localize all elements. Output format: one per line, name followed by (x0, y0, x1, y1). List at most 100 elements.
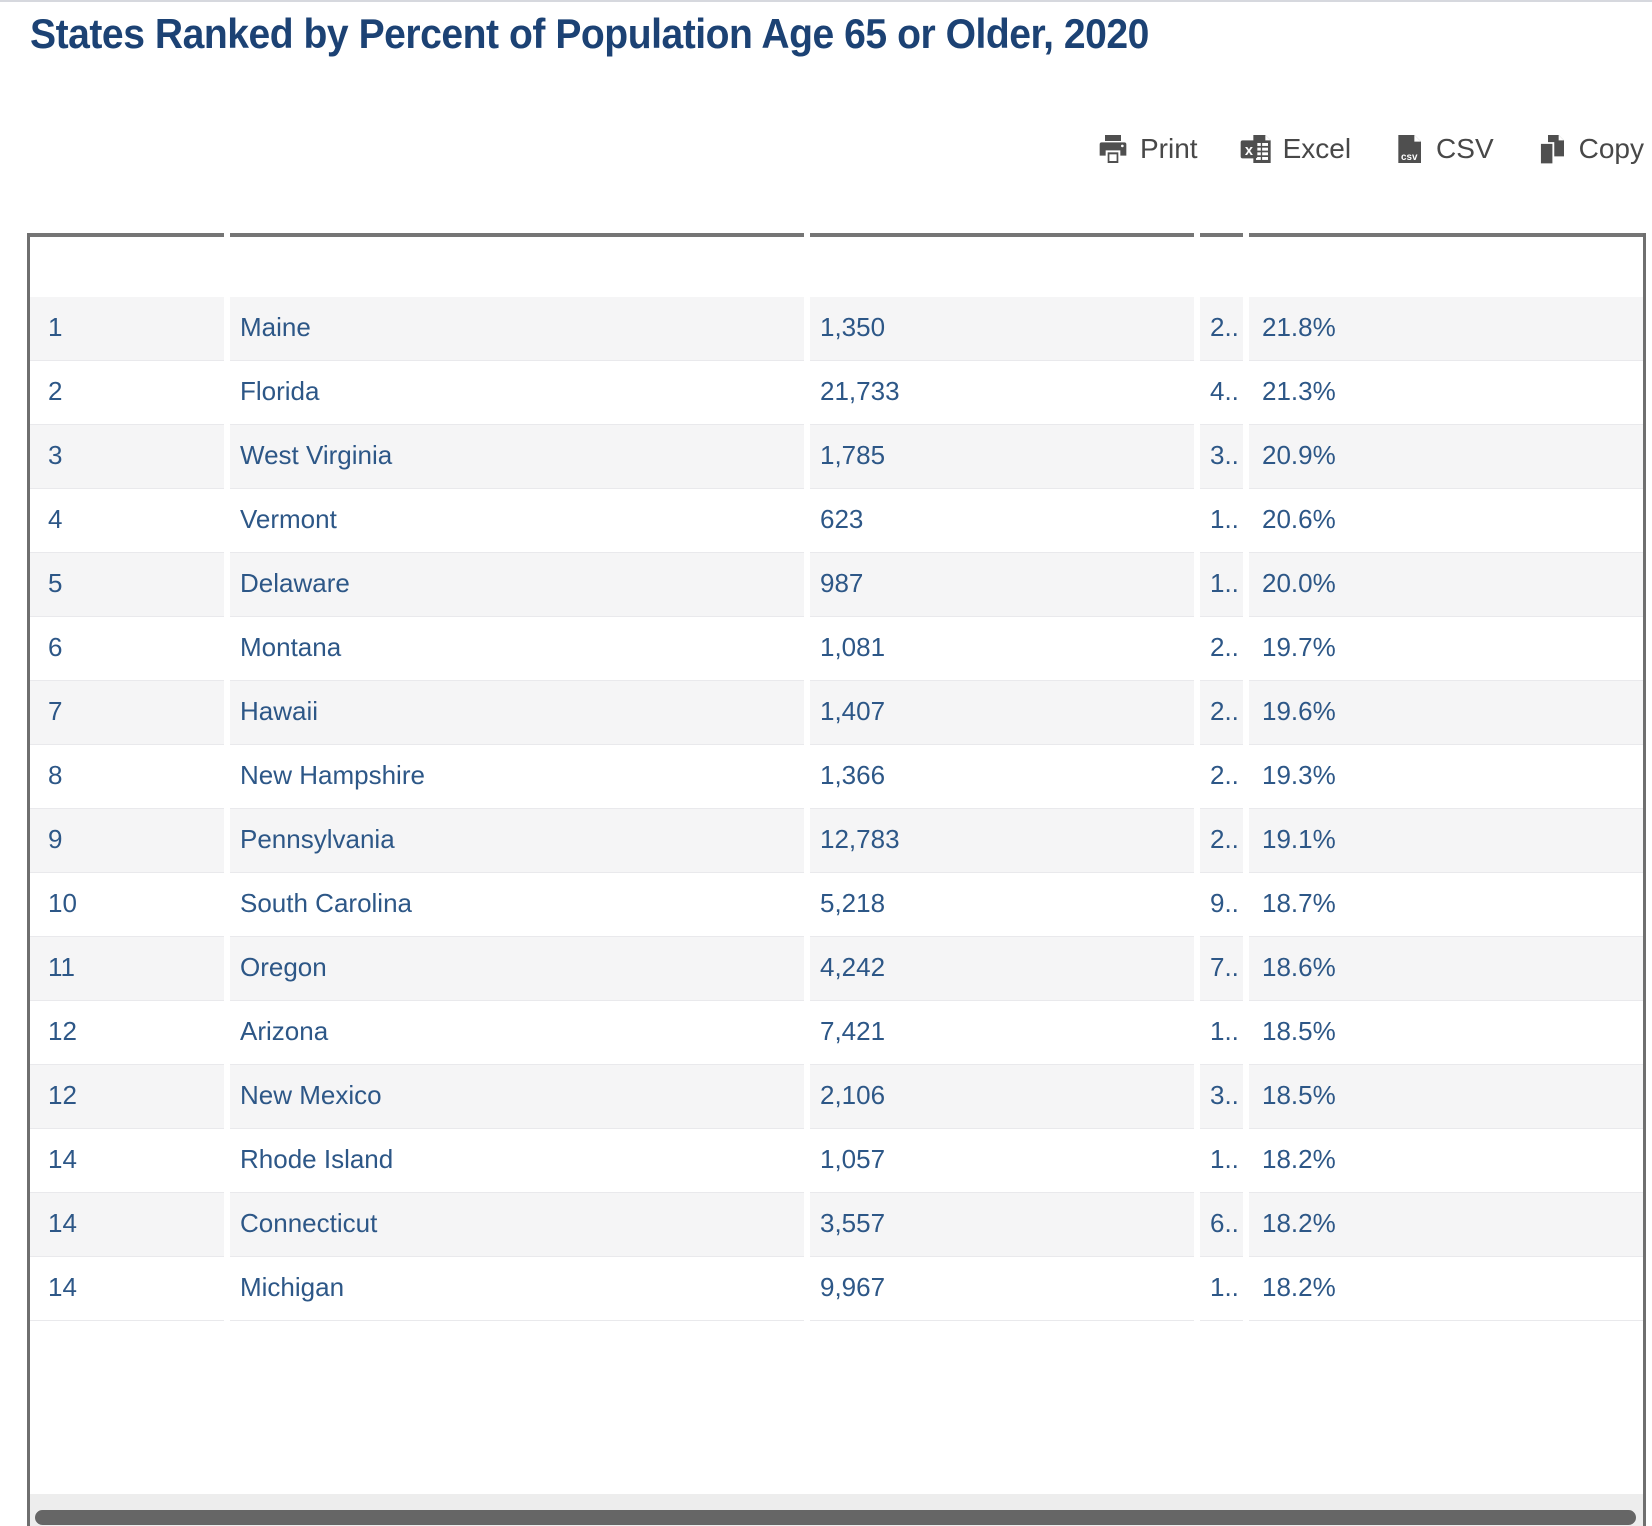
page-top-divider (0, 0, 1652, 2)
cell-population-65-percent: 19.3% (1249, 745, 1643, 809)
cell-state: Maine (230, 297, 804, 361)
cell-population-65-percent: 18.6% (1249, 937, 1643, 1001)
excel-file-icon: x (1240, 133, 1272, 165)
cell-total-population: 2,106 (810, 1065, 1194, 1129)
cell-population-65-percent: 21.3% (1249, 361, 1643, 425)
cell-population-65-thousands: 2.. (1200, 745, 1243, 809)
cell-population-65-thousands: 1.. (1200, 1129, 1243, 1193)
svg-text:csv: csv (1401, 152, 1418, 163)
copy-icon (1536, 133, 1568, 165)
cell-state: Florida (230, 361, 804, 425)
cell-state: Oregon (230, 937, 804, 1001)
cell-rank: 11 (30, 937, 224, 1001)
cell-population-65-percent: 18.5% (1249, 1065, 1643, 1129)
cell-rank: 14 (30, 1129, 224, 1193)
cell-rank: 14 (30, 1193, 224, 1257)
csv-export-button[interactable]: csv CSV (1393, 133, 1494, 165)
cell-rank: 2 (30, 361, 224, 425)
cell-population-65-percent: 19.6% (1249, 681, 1643, 745)
excel-button-label: Excel (1282, 133, 1352, 164)
copy-button[interactable]: Copy (1536, 133, 1644, 165)
cell-rank: 3 (30, 425, 224, 489)
cell-total-population: 1,785 (810, 425, 1194, 489)
cell-total-population: 1,081 (810, 617, 1194, 681)
cell-population-65-thousands: 2.. (1200, 681, 1243, 745)
cell-population-65-percent: 19.1% (1249, 809, 1643, 873)
cell-state: South Carolina (230, 873, 804, 937)
cell-state: Pennsylvania (230, 809, 804, 873)
cell-rank: 6 (30, 617, 224, 681)
cell-rank: 8 (30, 745, 224, 809)
excel-export-button[interactable]: x Excel (1240, 133, 1351, 165)
cell-state: Connecticut (230, 1193, 804, 1257)
cell-population-65-thousands: 3.. (1200, 425, 1243, 489)
cell-rank: 4 (30, 489, 224, 553)
cell-population-65-thousands: 2.. (1200, 617, 1243, 681)
page-title: States Ranked by Percent of Population A… (30, 10, 1149, 57)
cell-rank: 12 (30, 1001, 224, 1065)
cell-rank: 7 (30, 681, 224, 745)
cell-state: New Hampshire (230, 745, 804, 809)
cell-population-65-percent: 18.7% (1249, 873, 1643, 937)
cell-population-65-percent: 21.8% (1249, 297, 1643, 361)
csv-file-icon: csv (1393, 133, 1425, 165)
cell-population-65-thousands: 2.. (1200, 809, 1243, 873)
cell-state: West Virginia (230, 425, 804, 489)
svg-text:x: x (1244, 143, 1253, 159)
horizontal-scrollbar-thumb[interactable] (35, 1510, 1636, 1525)
cell-total-population: 21,733 (810, 361, 1194, 425)
cell-population-65-thousands: 4.. (1200, 361, 1243, 425)
cell-population-65-percent: 18.2% (1249, 1129, 1643, 1193)
printer-icon (1097, 133, 1129, 165)
cell-population-65-percent: 20.6% (1249, 489, 1643, 553)
cell-total-population: 1,366 (810, 745, 1194, 809)
cell-total-population: 1,350 (810, 297, 1194, 361)
cell-population-65-thousands: 1.. (1200, 553, 1243, 617)
cell-state: Delaware (230, 553, 804, 617)
cell-rank: 1 (30, 297, 224, 361)
print-button[interactable]: Print (1097, 133, 1198, 165)
cell-state: Hawaii (230, 681, 804, 745)
export-toolbar: Print x Excel (1097, 133, 1644, 165)
cell-population-65-thousands: 7.. (1200, 937, 1243, 1001)
cell-total-population: 3,557 (810, 1193, 1194, 1257)
cell-total-population: 4,242 (810, 937, 1194, 1001)
cell-population-65-percent: 19.7% (1249, 617, 1643, 681)
cell-rank: 12 (30, 1065, 224, 1129)
cell-state: Vermont (230, 489, 804, 553)
states-table: RANK STATE TOTAL RESIDENT POPULATION (TH… (27, 233, 1646, 1526)
horizontal-scrollbar-track[interactable] (30, 1494, 1643, 1526)
cell-state: New Mexico (230, 1065, 804, 1129)
cell-population-65-thousands: 1.. (1200, 1257, 1243, 1321)
cell-total-population: 987 (810, 553, 1194, 617)
csv-button-label: CSV (1436, 133, 1494, 164)
cell-rank: 5 (30, 553, 224, 617)
cell-population-65-percent: 18.2% (1249, 1193, 1643, 1257)
cell-total-population: 9,967 (810, 1257, 1194, 1321)
cell-state: Rhode Island (230, 1129, 804, 1193)
cell-population-65-percent: 20.9% (1249, 425, 1643, 489)
cell-population-65-thousands: 2.. (1200, 297, 1243, 361)
cell-total-population: 5,218 (810, 873, 1194, 937)
cell-state: Arizona (230, 1001, 804, 1065)
cell-population-65-percent: 18.2% (1249, 1257, 1643, 1321)
cell-rank: 9 (30, 809, 224, 873)
cell-population-65-thousands: 1.. (1200, 489, 1243, 553)
cell-total-population: 1,407 (810, 681, 1194, 745)
print-button-label: Print (1140, 133, 1198, 164)
states-table-grid: RANK STATE TOTAL RESIDENT POPULATION (TH… (30, 233, 1643, 1321)
cell-population-65-percent: 18.5% (1249, 1001, 1643, 1065)
cell-total-population: 12,783 (810, 809, 1194, 873)
cell-total-population: 1,057 (810, 1129, 1194, 1193)
cell-total-population: 7,421 (810, 1001, 1194, 1065)
copy-button-label: Copy (1578, 133, 1644, 164)
cell-total-population: 623 (810, 489, 1194, 553)
cell-rank: 14 (30, 1257, 224, 1321)
cell-population-65-thousands: 1.. (1200, 1001, 1243, 1065)
cell-population-65-thousands: 9.. (1200, 873, 1243, 937)
cell-population-65-thousands: 6.. (1200, 1193, 1243, 1257)
cell-population-65-percent: 20.0% (1249, 553, 1643, 617)
cell-state: Montana (230, 617, 804, 681)
cell-rank: 10 (30, 873, 224, 937)
